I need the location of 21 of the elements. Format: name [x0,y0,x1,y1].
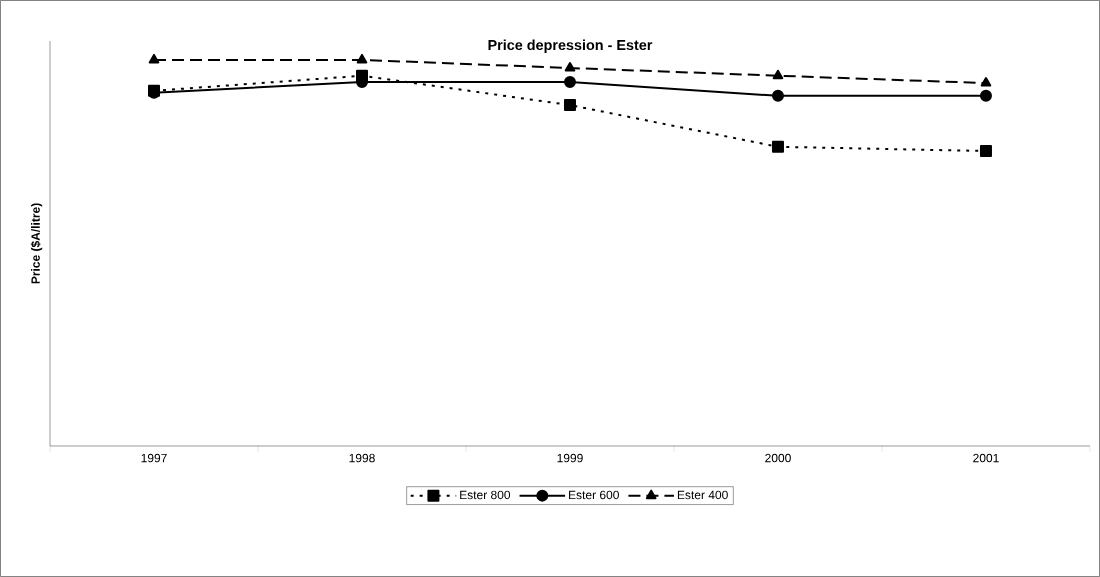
point [772,69,784,80]
point [771,89,784,102]
point [563,75,576,88]
point [771,140,784,153]
legend-label: Ester 800 [460,490,511,500]
legend-label: Ester 400 [677,490,728,500]
legend-label: Ester 600 [569,490,619,500]
x-tick-label: 1997 [141,453,167,463]
x-tick-label: 1998 [349,453,375,463]
y-axis-title: Price ($A/litre) [30,203,43,284]
x-tick-label: 2001 [973,453,999,463]
x-tick-label: 2000 [765,453,791,463]
point [980,77,992,87]
point [979,89,992,102]
point [979,145,992,158]
point [356,53,368,64]
point [564,62,576,72]
point [148,53,160,64]
chart-title: Price depression - Ester [488,39,653,53]
x-tick-label: 1999 [557,453,583,463]
point [563,99,576,112]
